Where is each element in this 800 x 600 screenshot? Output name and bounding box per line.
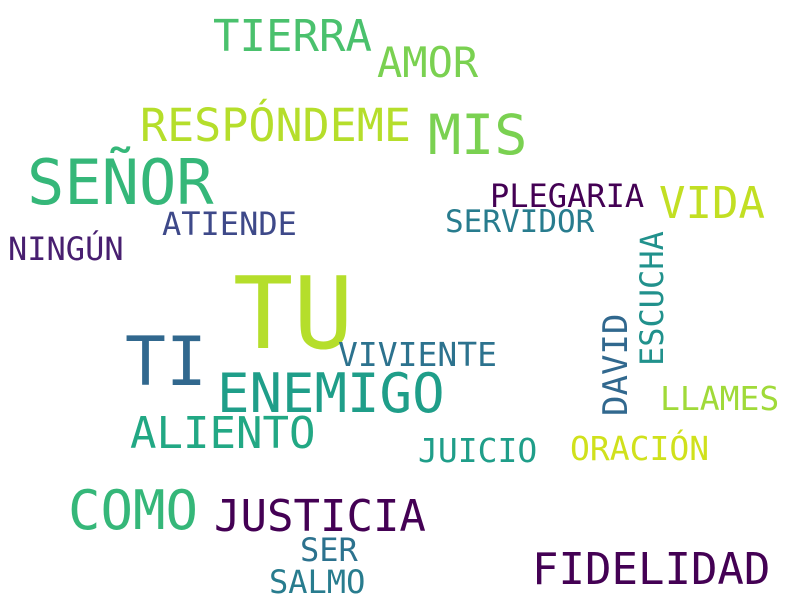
word-tu: TU [233, 255, 354, 372]
word-oracion: ORACIÓN [570, 429, 710, 468]
word-juicio: JUICIO [418, 431, 538, 470]
word-servidor: SERVIDOR [445, 204, 595, 240]
word-ser: SER [300, 531, 358, 569]
word-ningun: NINGÚN [8, 230, 124, 268]
word-escucha: ESCUCHA [633, 231, 671, 366]
word-ti: TI [125, 323, 207, 402]
word-llames: LLAMES [660, 379, 780, 418]
word-aliento: ALIENTO [130, 408, 316, 459]
word-mis: MIS [428, 103, 528, 167]
word-plegaria: PLEGARIA [490, 177, 645, 215]
word-enemigo: ENEMIGO [217, 362, 445, 425]
word-senor: SEÑOR [27, 146, 214, 219]
word-respondeme: RESPÓNDEME [140, 99, 411, 152]
word-vida: VIDA [659, 178, 765, 229]
word-amor: AMOR [377, 38, 479, 87]
word-justicia: JUSTICIA [214, 491, 426, 542]
word-salmo: SALMO [269, 563, 366, 600]
word-fidelidad: FIDELIDAD [532, 544, 771, 595]
word-como: COMO [68, 479, 199, 542]
word-viviente: VIVIENTE [338, 335, 497, 374]
word-david: DAVID [596, 313, 636, 416]
word-atiende: ATIENDE [162, 205, 297, 243]
word-tierra: TIERRA [213, 11, 372, 62]
